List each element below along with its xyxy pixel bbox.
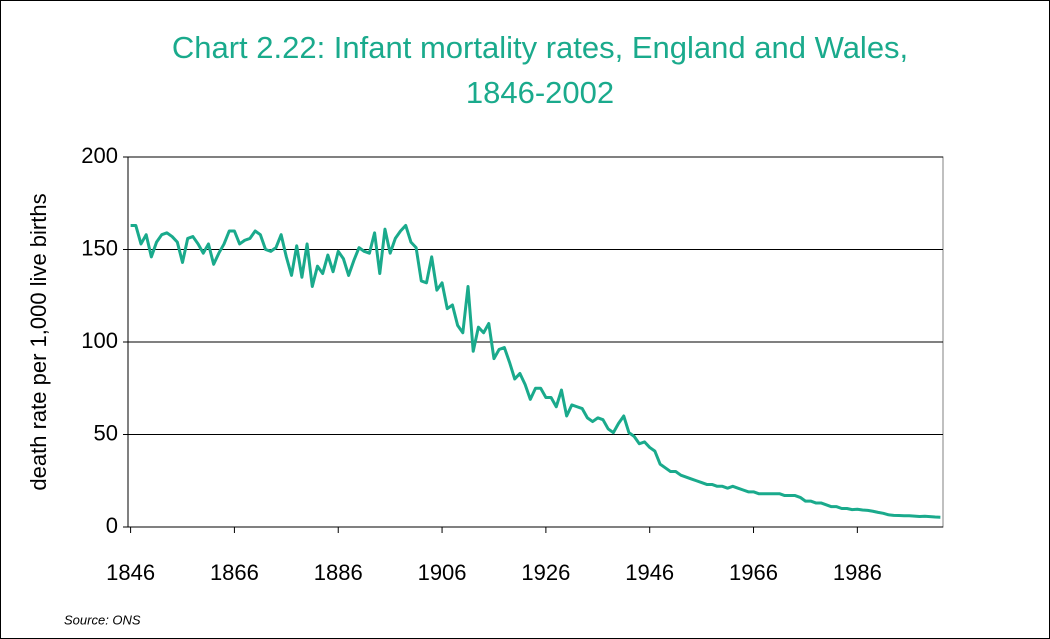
- data-line: [130, 223, 941, 519]
- x-tick-label: 1966: [729, 560, 778, 585]
- x-tick-label: 1846: [106, 560, 155, 585]
- y-tick-label: 200: [81, 143, 118, 168]
- y-tick-label: 150: [81, 235, 118, 260]
- x-tick-label: 1986: [833, 560, 882, 585]
- y-tick-label: 50: [94, 420, 118, 445]
- y-tick-label: 0: [106, 513, 118, 538]
- source-note: Source: ONS: [64, 612, 141, 627]
- y-tick-label: 100: [81, 328, 118, 353]
- x-tick-label: 1946: [625, 560, 674, 585]
- x-tick-label: 1886: [314, 560, 363, 585]
- x-tick-label: 1906: [418, 560, 467, 585]
- chart-title: 1846-2002: [466, 75, 614, 110]
- chart-title: Chart 2.22: Infant mortality rates, Engl…: [172, 30, 908, 65]
- x-tick-label: 1926: [521, 560, 570, 585]
- x-tick-label: 1866: [210, 560, 259, 585]
- y-axis-label: death rate per 1,000 live births: [26, 193, 51, 490]
